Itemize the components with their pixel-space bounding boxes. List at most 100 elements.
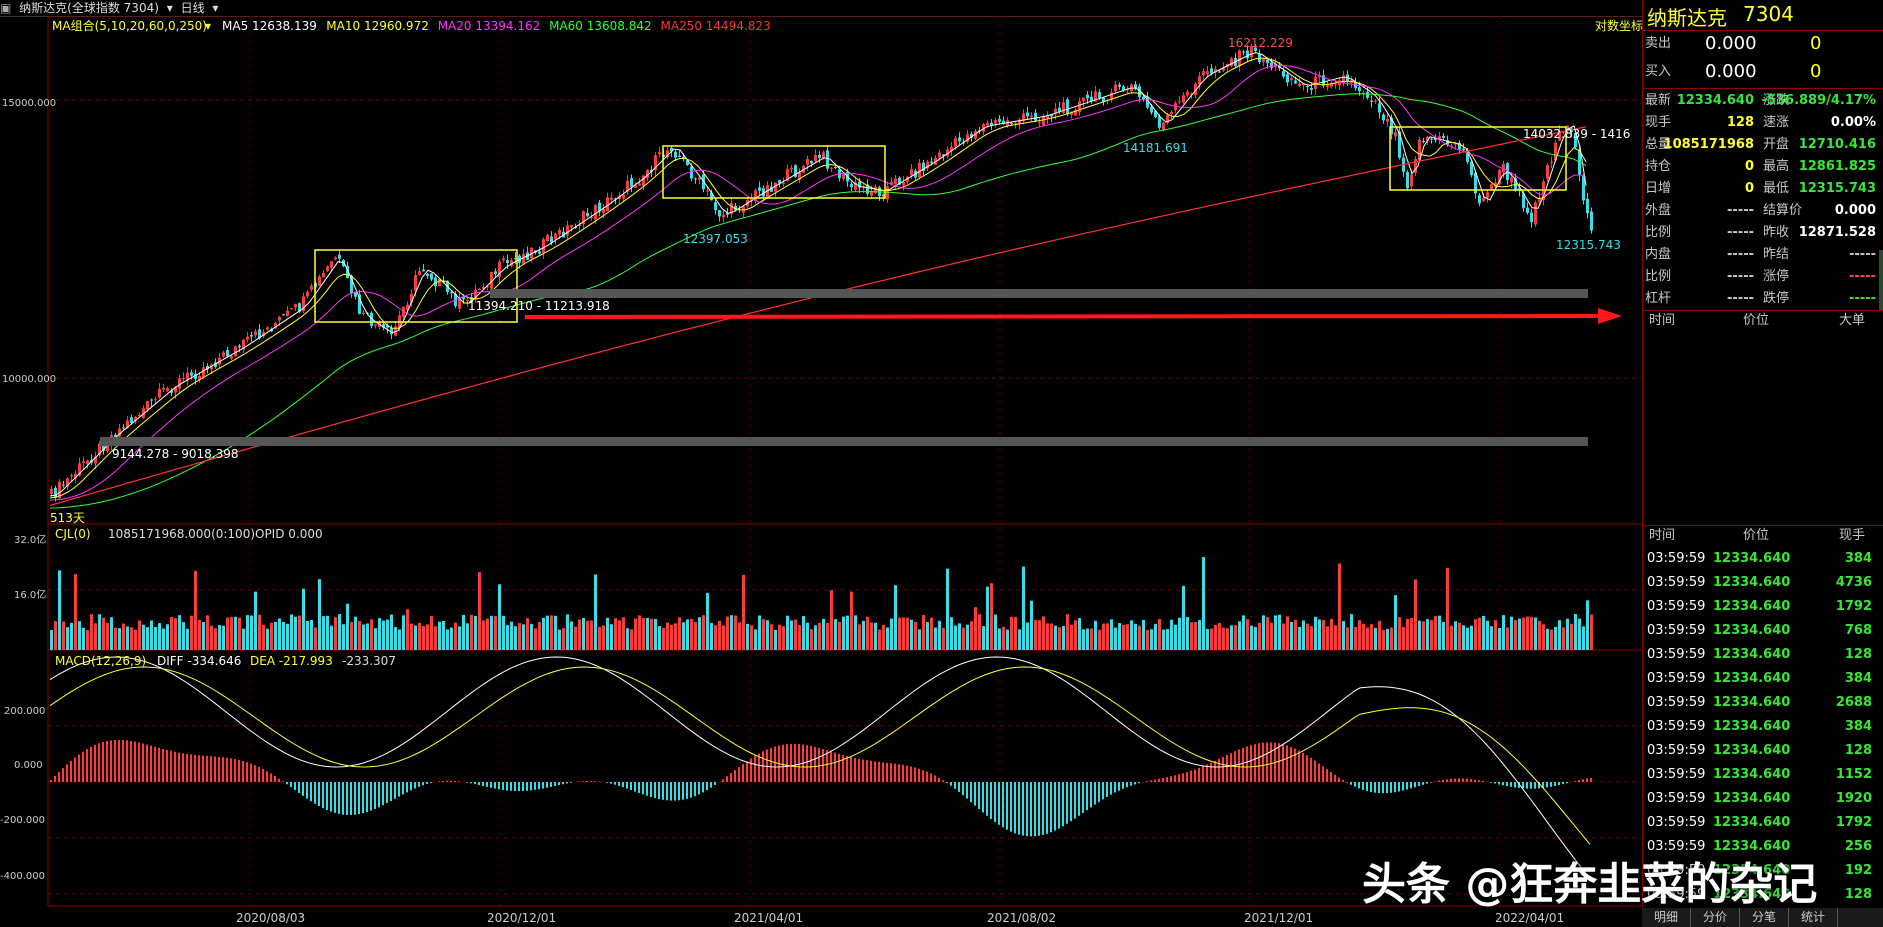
candle xyxy=(1190,93,1193,95)
candle xyxy=(1462,148,1465,151)
candle xyxy=(482,287,485,289)
candle xyxy=(842,173,845,179)
scrollbar[interactable] xyxy=(1879,250,1883,310)
macd-bar xyxy=(862,759,864,782)
candle xyxy=(770,186,773,192)
volume-bar xyxy=(370,619,373,650)
volume-bar xyxy=(1274,615,1277,650)
macd-bar xyxy=(154,746,156,782)
candle xyxy=(198,375,201,381)
candle xyxy=(762,188,765,197)
candle xyxy=(698,177,701,180)
chevron-down-icon[interactable]: ▾ xyxy=(212,1,219,15)
tick-time: 03:59:59 xyxy=(1647,575,1706,590)
volume-bar xyxy=(1398,617,1401,650)
macd-legend[interactable]: MACD(12,26,9) xyxy=(55,654,146,668)
ma-legend[interactable]: MA组合(5,10,20,60,0,250) xyxy=(52,18,207,33)
candle xyxy=(1510,177,1513,183)
volume-bar xyxy=(1450,625,1453,650)
macd-bar xyxy=(1146,781,1148,782)
kline-chart[interactable]: MA组合(5,10,20,60,0,250) ▾ MA5 12638.139 MA… xyxy=(0,16,1642,927)
candle xyxy=(234,346,237,357)
candle xyxy=(1338,80,1341,86)
tick-time: 03:59:59 xyxy=(1647,767,1706,782)
macd-bar xyxy=(914,767,916,782)
menu-icon[interactable]: ▣ xyxy=(0,1,12,15)
tick-volume: 256 xyxy=(1844,839,1872,854)
volume-bar xyxy=(830,590,833,650)
candle xyxy=(350,275,353,294)
volume-bar xyxy=(990,583,993,650)
candle xyxy=(998,119,1001,122)
tick-time: 03:59:59 xyxy=(1647,719,1706,734)
volume-bar xyxy=(158,623,161,650)
candle xyxy=(1182,95,1185,103)
volume-bar xyxy=(878,629,881,650)
log-axis-toggle[interactable]: 对数坐标 xyxy=(1595,18,1642,33)
volume-bar xyxy=(642,617,645,650)
volume-bar xyxy=(338,614,341,650)
volume-bar xyxy=(226,617,229,650)
macd-bar xyxy=(158,747,160,782)
dropdown-icon[interactable]: ▾ xyxy=(166,1,173,15)
volume-bar xyxy=(402,615,405,650)
candle xyxy=(1070,112,1073,115)
macd-bar xyxy=(166,749,168,782)
macd-bar xyxy=(1522,782,1524,789)
macd-bar xyxy=(1574,781,1576,782)
macd-bar xyxy=(322,782,324,809)
candle xyxy=(822,152,825,159)
period-selector[interactable]: 日线 xyxy=(180,1,205,15)
candle xyxy=(1054,108,1057,115)
candle xyxy=(570,225,573,228)
candle xyxy=(1538,197,1541,203)
chevron-down-icon[interactable]: ▾ xyxy=(205,19,211,33)
volume-bar xyxy=(318,579,321,650)
volume-bar xyxy=(958,623,961,650)
candle xyxy=(1082,97,1085,102)
candle xyxy=(298,303,301,312)
macd-bar xyxy=(1178,774,1180,782)
volume-bar xyxy=(210,625,213,650)
tab-trades[interactable]: 分笔 xyxy=(1740,908,1790,927)
candle xyxy=(870,191,873,196)
candle xyxy=(1482,197,1485,202)
macd-bar xyxy=(606,782,608,783)
macd-bar xyxy=(498,782,500,790)
macd-bar xyxy=(326,782,328,811)
quote-value: ----- xyxy=(1727,203,1754,218)
macd-bar xyxy=(274,775,276,782)
tick-price: 12334.640 xyxy=(1713,791,1791,806)
candle xyxy=(706,190,709,192)
tab-price[interactable]: 分价 xyxy=(1691,908,1741,927)
candle xyxy=(1142,96,1145,99)
macd-bar xyxy=(54,775,56,782)
macd-bar xyxy=(934,775,936,782)
macd-bar xyxy=(1230,753,1232,782)
candle xyxy=(1118,84,1121,87)
candle xyxy=(1422,140,1425,142)
volume-bar xyxy=(594,574,597,650)
quote-label: 昨收 xyxy=(1763,225,1790,240)
candle xyxy=(1198,76,1201,85)
macd-bar xyxy=(150,745,152,782)
macd-bar xyxy=(354,782,356,815)
candle xyxy=(866,184,869,194)
candle xyxy=(390,327,393,335)
volume-legend[interactable]: CJL(0) xyxy=(55,527,91,541)
macd-bar xyxy=(1294,748,1296,782)
candle xyxy=(142,408,145,418)
tab-detail[interactable]: 明细 xyxy=(1642,908,1692,927)
volume-bar xyxy=(862,620,865,650)
tab-stats[interactable]: 统计 xyxy=(1789,908,1839,927)
volume-bar xyxy=(198,619,201,650)
volume-bar xyxy=(1438,615,1441,650)
quote-value: 0.00% xyxy=(1830,115,1876,130)
macd-bar xyxy=(1094,782,1096,805)
candle xyxy=(98,443,101,456)
volume-bar xyxy=(386,619,389,650)
macd-bar xyxy=(1118,782,1120,791)
volume-bar xyxy=(1278,614,1281,650)
macd-bar xyxy=(1062,782,1064,827)
macd-bar xyxy=(538,782,540,790)
